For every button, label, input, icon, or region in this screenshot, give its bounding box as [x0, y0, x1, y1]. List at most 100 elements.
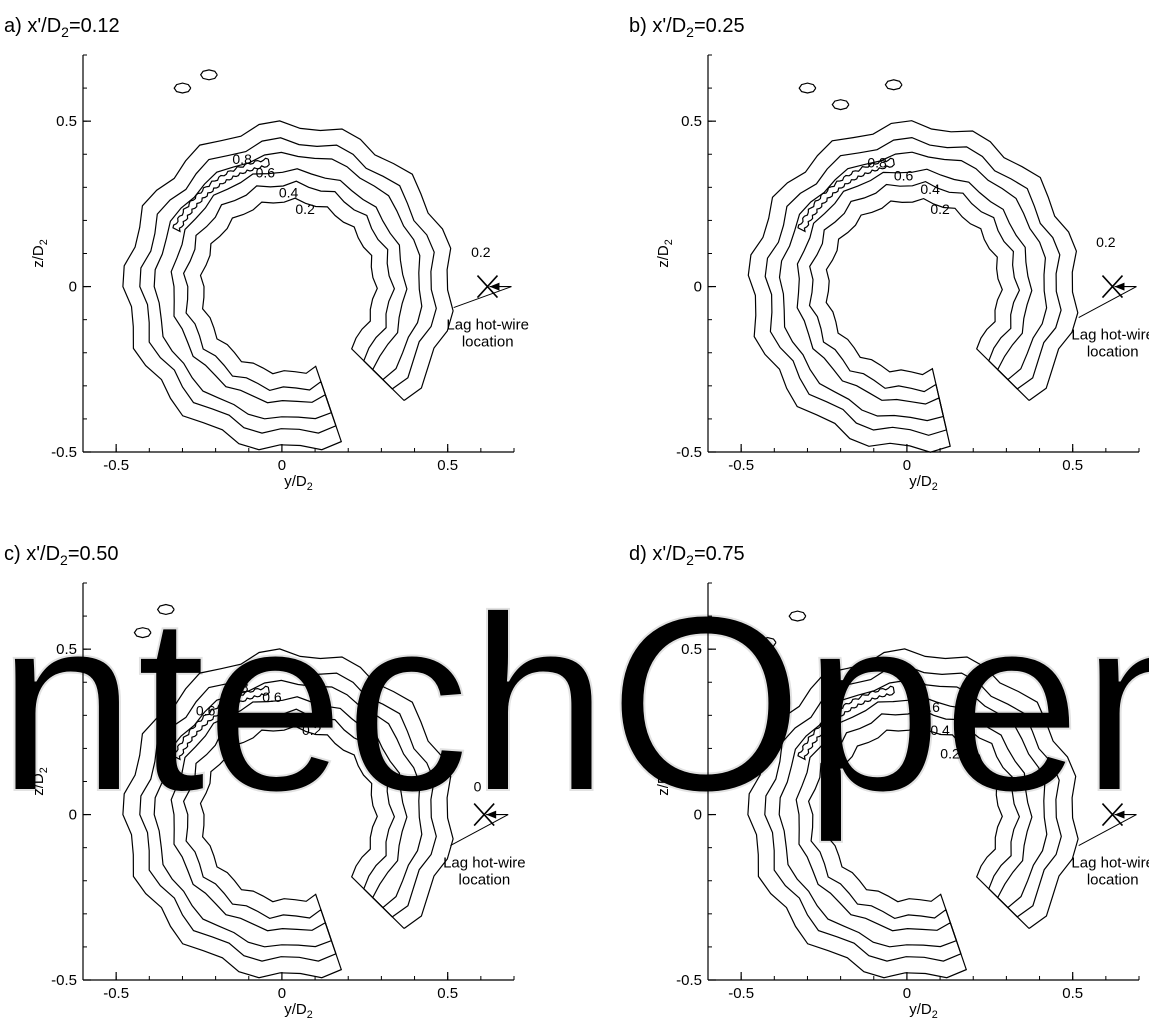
contour-0.2 [122, 120, 454, 451]
y-tick-label: 0.5 [681, 641, 702, 658]
contour-level-label: 0.2 [940, 745, 960, 761]
contour-0.4 [764, 136, 1062, 436]
contour-0.6 [153, 151, 423, 420]
marker-arrowhead [1114, 282, 1125, 291]
contour-level-label: 0.2 [295, 201, 315, 217]
panel-title: a) x'/D2=0.12 [4, 15, 120, 40]
contour-level-label: 0.2 [302, 722, 322, 738]
y-tick-label: -0.5 [676, 444, 702, 461]
contour-level-label: 0.4 [920, 181, 940, 197]
x-tick-label: 0.5 [1062, 457, 1083, 474]
y-tick-label: -0.5 [51, 444, 77, 461]
annotation-text: Lag hot-wire [443, 855, 526, 872]
contour-level-label: 0.4 [279, 712, 299, 728]
hot-wire-marker [473, 803, 495, 827]
annotation-text: Lag hot-wire [446, 317, 529, 334]
chart-panel-a: a) x'/D2=0.12 -0.5 0 0.5 -0.5 0 0.5 y/D2 z/D2 Lag… [4, 15, 529, 493]
y-tick-label: 0.5 [56, 113, 77, 130]
annotation-leader [1078, 286, 1137, 318]
y-axis-label: z/D2 [655, 767, 675, 796]
contour-level-label: 0.4 [279, 184, 299, 200]
noise-contour [173, 82, 192, 94]
x-tick-label: 0.5 [437, 457, 458, 474]
hot-wire-marker [1101, 803, 1124, 827]
contour-0.4 [139, 137, 437, 434]
x-tick-label: -0.5 [103, 457, 129, 474]
contour-level-label: 0 [474, 778, 482, 794]
contour-0.4 [139, 665, 437, 962]
y-tick-label: 0.5 [56, 641, 77, 658]
panel-title: b) x'/D2=0.25 [629, 15, 745, 40]
x-tick-label: 0 [903, 985, 911, 1002]
contour-0.8 [172, 157, 270, 233]
marker-arrowhead [486, 810, 497, 819]
contour-level-label: 0.2 [471, 244, 491, 260]
y-axis-label: z/D2 [30, 767, 50, 796]
contour-0.6 [778, 151, 1048, 422]
contour-level-label: 0.4 [930, 722, 950, 738]
x-tick-label: 0.5 [1062, 985, 1083, 1002]
y-tick-label: -0.5 [51, 972, 77, 989]
contour-level-label: 0.6 [920, 699, 940, 715]
annotation-text: location [459, 872, 511, 889]
noise-contour [133, 627, 152, 639]
y-tick-label: 0 [69, 279, 77, 296]
contour-0.8 [172, 685, 270, 761]
annotation-leader [450, 814, 509, 846]
noise-contour [199, 69, 218, 81]
contour-level-label: 0.6 [262, 689, 282, 705]
contour-level-label: 0.2 [930, 201, 950, 217]
contour-0.6 [153, 679, 423, 948]
annotation-text: Lag hot-wire [1071, 855, 1149, 872]
annotation-text: location [1087, 872, 1139, 889]
hot-wire-marker [1101, 275, 1124, 299]
contour-level-label: 0.8 [867, 154, 887, 170]
y-tick-label: 0 [694, 279, 702, 296]
annotation-leader [453, 286, 512, 309]
y-axis-label: z/D2 [655, 239, 675, 268]
contour-level-label: 0.8 [229, 679, 249, 695]
chart-panel-c: c) x'/D2=0.50 -0.5 0 0.5 -0.5 0 0.5 y/D2 z/D2 Lag… [4, 543, 526, 1018]
noise-contour [831, 99, 850, 111]
contour-level-label: 0.6 [256, 164, 276, 180]
annotation-leader [1078, 814, 1137, 846]
noise-contour [884, 79, 903, 91]
panel-title: c) x'/D2=0.50 [4, 543, 118, 568]
noise-contour [788, 610, 807, 622]
contour-0.8 [797, 157, 895, 233]
contour-level-label: 0.8 [232, 151, 252, 167]
y-axis-label: z/D2 [30, 239, 50, 268]
x-tick-label: 0 [278, 457, 286, 474]
noise-contour [156, 603, 175, 616]
x-tick-label: 0 [903, 457, 911, 474]
noise-contour [798, 82, 817, 94]
y-tick-label: 0.5 [681, 113, 702, 130]
hot-wire-marker [476, 275, 499, 299]
contour-0.2 [122, 648, 454, 979]
contour-level-label: 0.6 [196, 702, 216, 718]
x-tick-label: -0.5 [728, 457, 754, 474]
x-tick-label: -0.5 [728, 985, 754, 1002]
panel-title: d) x'/D2=0.75 [629, 543, 745, 568]
contour-level-label: 0.2 [1096, 234, 1116, 250]
y-tick-label: 0 [694, 807, 702, 824]
marker-arrowhead [1114, 810, 1125, 819]
annotation-text: location [462, 334, 514, 351]
y-tick-label: 0 [69, 807, 77, 824]
annotation-text: location [1087, 344, 1139, 361]
y-tick-label: -0.5 [676, 972, 702, 989]
contour-level-label: 0.8 [907, 679, 927, 695]
chart-panel-d: d) x'/D2=0.75 -0.5 0 0.5 -0.5 0 0.5 y/D2 z/D2 Lag… [629, 543, 1149, 1018]
marker-arrowhead [489, 282, 500, 291]
contour-0.2 [747, 648, 1079, 979]
x-tick-label: 0.5 [437, 985, 458, 1002]
x-axis-label: y/D2 [284, 473, 313, 493]
contour-level-label: 0.6 [894, 168, 914, 184]
x-tick-label: 0 [278, 985, 286, 1002]
x-axis-label: y/D2 [284, 1001, 313, 1018]
annotation-text: Lag hot-wire [1071, 327, 1149, 344]
chart-panel-b: b) x'/D2=0.25 -0.5 0 0.5 -0.5 0 0.5 y/D2 z/D2 Lag… [629, 15, 1149, 493]
contour-0.2 [747, 120, 1079, 453]
contour-0.6 [778, 679, 1048, 948]
